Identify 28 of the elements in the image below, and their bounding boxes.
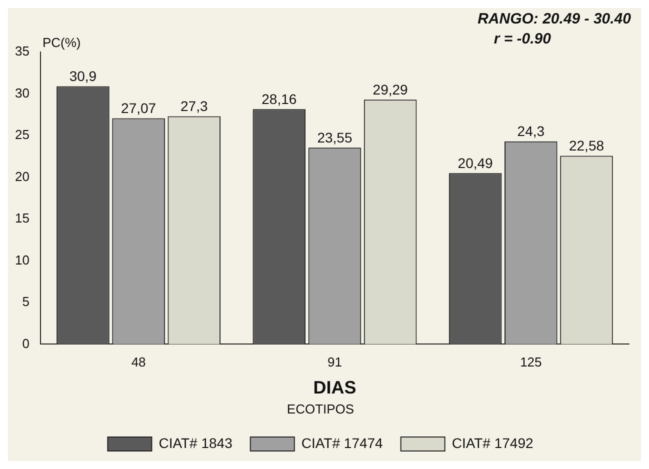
y-tick-label: 5 [22,294,30,310]
data-label: 23,55 [317,129,352,146]
x-axis-title: DIAS [313,378,356,398]
legend-label: CIAT# 1843 [158,434,233,451]
y-tick-label: 10 [14,252,30,268]
legend-label: CIAT# 17474 [301,434,384,451]
data-label: 30,9 [69,68,97,84]
data-label: 27,07 [121,100,156,116]
legend-title: ECOTIPOS [286,401,354,416]
data-label: 20,49 [458,154,494,171]
y-tick-label: 25 [14,127,30,142]
y-axis-title: PC(%) [42,35,81,50]
x-tick-label: 48 [131,354,146,370]
data-label: 28,16 [262,90,297,107]
y-tick-label: 0 [22,336,30,351]
data-label: 22,58 [568,138,604,154]
legend-label: CIAT# 17492 [452,434,534,451]
y-tick-label: 15 [14,210,30,226]
data-label: 27,3 [180,98,208,114]
y-tick-label: 30 [14,85,30,100]
text: r = -0.90 [494,30,552,48]
data-label: 24,3 [517,123,545,140]
y-tick-label: 35 [14,44,30,59]
y-tick-label: 20 [14,168,30,184]
x-tick-label: 125 [520,354,542,370]
data-label: 29,29 [372,82,408,98]
text: RANGO: 20.49 - 30.40 [478,10,632,28]
x-tick-label: 91 [327,354,342,370]
